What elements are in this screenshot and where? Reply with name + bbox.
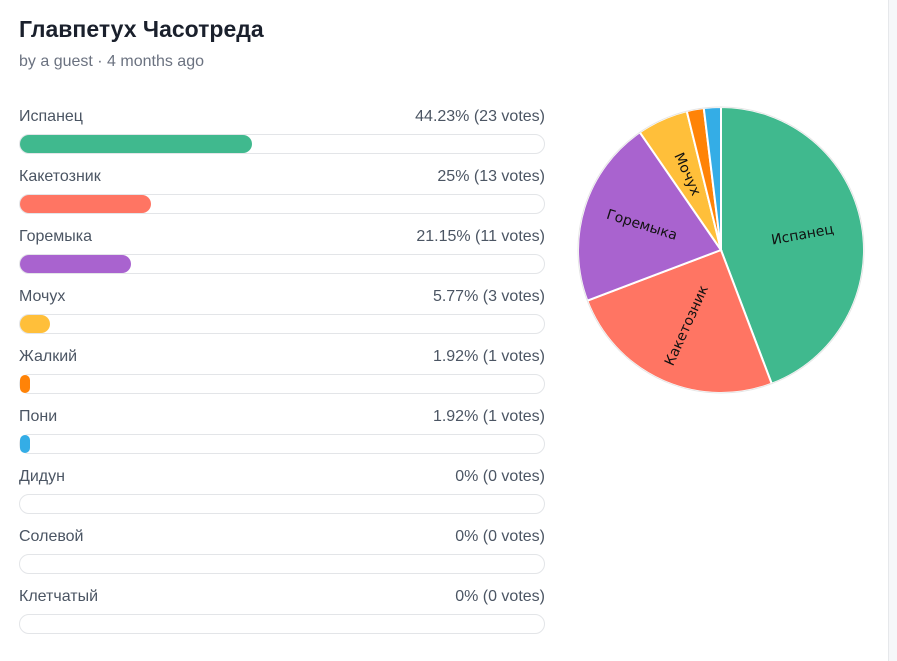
poll-option-row: Горемыка 21.15% (11 votes) bbox=[19, 228, 545, 288]
option-stat: 1.92% (1 votes) bbox=[432, 348, 545, 365]
result-bar-track bbox=[19, 314, 545, 334]
result-bar-fill bbox=[20, 315, 51, 333]
option-stat: 0% (0 votes) bbox=[455, 468, 545, 485]
option-label: Дидун bbox=[19, 468, 65, 485]
option-label: Клетчатый bbox=[19, 588, 98, 605]
option-label: Мочух bbox=[19, 288, 66, 305]
result-bar-track bbox=[19, 254, 545, 274]
option-label: Испанец bbox=[19, 108, 83, 125]
option-stat: 21.15% (11 votes) bbox=[416, 228, 545, 245]
poll-meta: by a guest · 4 months ago bbox=[19, 53, 204, 70]
result-bar-fill bbox=[20, 255, 131, 273]
poll-option-row: Какетозник 25% (13 votes) bbox=[19, 168, 545, 228]
poll-option-row: Испанец 44.23% (23 votes) bbox=[19, 108, 545, 168]
result-bar-fill bbox=[20, 435, 31, 453]
option-stat: 1.92% (1 votes) bbox=[432, 408, 545, 425]
option-label: Солевой bbox=[19, 528, 84, 545]
result-bar-track bbox=[19, 434, 545, 454]
result-bar-fill bbox=[20, 375, 31, 393]
option-label: Какетозник bbox=[19, 168, 101, 185]
poll-title: Главпетух Часотреда bbox=[19, 16, 264, 42]
result-bar-track bbox=[19, 554, 545, 574]
pie-chart: Испанец Какетозник Горемыка Мочух bbox=[576, 105, 866, 395]
option-stat: 0% (0 votes) bbox=[455, 588, 545, 605]
pie-outline bbox=[577, 106, 865, 394]
option-stat: 5.77% (3 votes) bbox=[432, 288, 545, 305]
poll-option-row: Пони 1.92% (1 votes) bbox=[19, 408, 545, 468]
poll-option-row: Мочух 5.77% (3 votes) bbox=[19, 288, 545, 348]
option-label: Пони bbox=[19, 408, 58, 425]
result-bar-fill bbox=[20, 195, 151, 213]
result-bar-track bbox=[19, 194, 545, 214]
option-label: Жалкий bbox=[19, 348, 78, 365]
poll-option-row: Клетчатый 0% (0 votes) bbox=[19, 588, 545, 648]
result-bar-track bbox=[19, 374, 545, 394]
result-bar-track bbox=[19, 494, 545, 514]
option-stat: 0% (0 votes) bbox=[455, 528, 545, 545]
result-bar-track bbox=[19, 614, 545, 634]
poll-option-row: Жалкий 1.92% (1 votes) bbox=[19, 348, 545, 408]
poll-results-list: Испанец 44.23% (23 votes) Какетозник 25% (1… bbox=[19, 108, 545, 648]
result-bar-track bbox=[19, 134, 545, 154]
page-edge-divider bbox=[888, 0, 897, 661]
option-label: Горемыка bbox=[19, 228, 93, 245]
option-stat: 44.23% (23 votes) bbox=[415, 108, 545, 125]
result-bar-fill bbox=[20, 135, 252, 153]
poll-option-row: Солевой 0% (0 votes) bbox=[19, 528, 545, 588]
poll-option-row: Дидун 0% (0 votes) bbox=[19, 468, 545, 528]
option-stat: 25% (13 votes) bbox=[437, 168, 545, 185]
